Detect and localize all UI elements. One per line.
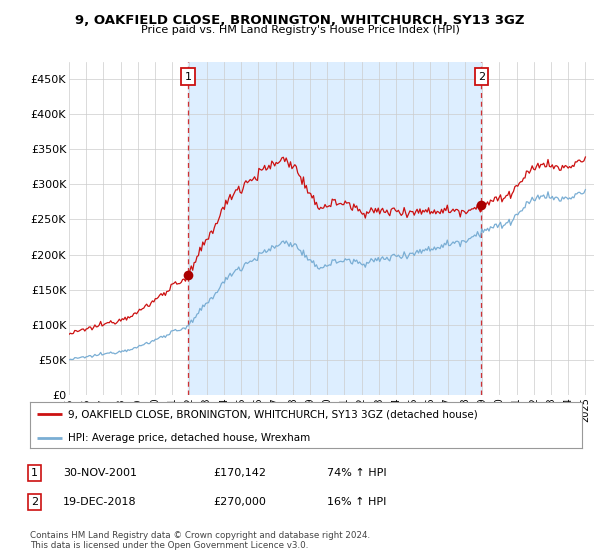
Text: 1: 1 — [185, 72, 191, 82]
Text: 2: 2 — [31, 497, 38, 507]
Text: £270,000: £270,000 — [213, 497, 266, 507]
Text: Price paid vs. HM Land Registry's House Price Index (HPI): Price paid vs. HM Land Registry's House … — [140, 25, 460, 35]
Bar — [188, 62, 481, 395]
Text: 30-NOV-2001: 30-NOV-2001 — [63, 468, 137, 478]
Text: 16% ↑ HPI: 16% ↑ HPI — [327, 497, 386, 507]
Text: 9, OAKFIELD CLOSE, BRONINGTON, WHITCHURCH, SY13 3GZ: 9, OAKFIELD CLOSE, BRONINGTON, WHITCHURC… — [75, 14, 525, 27]
Text: £170,142: £170,142 — [213, 468, 266, 478]
Text: 19-DEC-2018: 19-DEC-2018 — [63, 497, 137, 507]
Text: 1: 1 — [31, 468, 38, 478]
Text: HPI: Average price, detached house, Wrexham: HPI: Average price, detached house, Wrex… — [68, 433, 310, 443]
Text: Contains HM Land Registry data © Crown copyright and database right 2024.
This d: Contains HM Land Registry data © Crown c… — [30, 531, 370, 550]
Text: 2: 2 — [478, 72, 485, 82]
Text: 74% ↑ HPI: 74% ↑ HPI — [327, 468, 386, 478]
Text: 9, OAKFIELD CLOSE, BRONINGTON, WHITCHURCH, SY13 3GZ (detached house): 9, OAKFIELD CLOSE, BRONINGTON, WHITCHURC… — [68, 409, 477, 419]
